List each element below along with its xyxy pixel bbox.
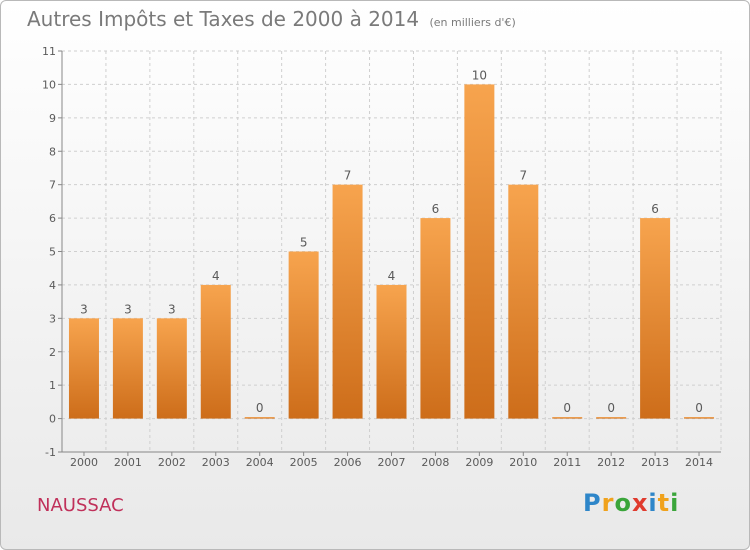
y-tick-label: 1 (49, 379, 56, 392)
bar-value-label: 0 (563, 401, 571, 415)
bar (200, 284, 231, 419)
bar-layer (68, 84, 715, 419)
bar (508, 184, 539, 419)
bar-value-label: 6 (432, 202, 440, 216)
bar-value-label: 7 (519, 169, 527, 183)
chart-title: Autres Impôts et Taxes de 2000 à 2014 (e… (27, 7, 516, 31)
bar-value-label: 4 (388, 269, 396, 283)
x-tick-label: 2014 (685, 456, 713, 469)
bar-value-label: 5 (300, 236, 308, 250)
bar (684, 417, 715, 419)
bar-value-label: 0 (607, 401, 615, 415)
x-tick-label: 2009 (465, 456, 493, 469)
bar (552, 417, 583, 419)
bar (288, 251, 319, 419)
x-tick-label: 2004 (246, 456, 274, 469)
bar (112, 318, 143, 419)
x-tick-label: 2003 (202, 456, 230, 469)
bar (464, 84, 495, 419)
x-tick-label: 2011 (553, 456, 581, 469)
bar (596, 417, 627, 419)
x-tick-label: 2010 (509, 456, 537, 469)
bar (244, 417, 275, 419)
bar-value-label: 3 (168, 302, 176, 316)
bar-value-label: 4 (212, 269, 220, 283)
x-tick-label: 2012 (597, 456, 625, 469)
proxiti-logo: Proxiti (583, 489, 679, 517)
bar-value-label: 3 (124, 302, 132, 316)
logo-letter: i (670, 489, 680, 517)
bar-value-label: 7 (344, 169, 352, 183)
x-tick-label: 2008 (421, 456, 449, 469)
bar (68, 318, 99, 419)
bar (376, 284, 407, 419)
bar (156, 318, 187, 419)
bar (640, 218, 671, 419)
x-tick-label: 2007 (378, 456, 406, 469)
y-tick-label: 9 (49, 112, 56, 125)
y-tick-label: 4 (49, 279, 56, 292)
x-tick-label: 2001 (114, 456, 142, 469)
bar (420, 218, 451, 419)
x-tick-label: 2002 (158, 456, 186, 469)
axis-layer: -1 0 1 2 3 4 5 6 7 8 9 10 11 2000 2001 2002 2003 2004 2005… (42, 45, 721, 469)
x-tick-label: 2000 (70, 456, 98, 469)
x-tick-label: 2013 (641, 456, 669, 469)
x-tick-label: 2006 (334, 456, 362, 469)
y-tick-label: 5 (49, 246, 56, 259)
y-tick-label: 8 (49, 145, 56, 158)
logo-letter: P (583, 489, 602, 517)
bar (332, 184, 363, 419)
logo-letter: o (614, 489, 632, 517)
logo-letter: t (657, 489, 671, 517)
y-tick-label: 2 (49, 346, 56, 359)
bar-value-label: 0 (695, 401, 703, 415)
chart-title-text: Autres Impôts et Taxes de 2000 à 2014 (27, 7, 420, 31)
bar-value-label: 6 (651, 202, 659, 216)
y-tick-label: 0 (49, 413, 56, 426)
logo-letter: r (601, 489, 615, 517)
y-tick-label: 10 (42, 78, 56, 91)
bar-value-label: 3 (80, 302, 88, 316)
logo-letter: x (631, 489, 649, 517)
bar-value-label: 0 (256, 401, 264, 415)
logo-letter: i (648, 489, 658, 517)
y-tick-label: 11 (42, 45, 56, 58)
location-name: NAUSSAC (37, 495, 124, 516)
y-tick-label: 7 (49, 179, 56, 192)
label-layer: 3 3 3 4 0 5 7 4 6 10 7 0 0 6 0 (80, 68, 703, 415)
y-tick-label: 6 (49, 212, 56, 225)
x-tick-label: 2005 (290, 456, 318, 469)
y-tick-label: 3 (49, 312, 56, 325)
bar-value-label: 10 (472, 68, 487, 82)
chart-subtitle: (en milliers d'€) (429, 16, 516, 29)
y-tick-label: -1 (45, 446, 56, 459)
